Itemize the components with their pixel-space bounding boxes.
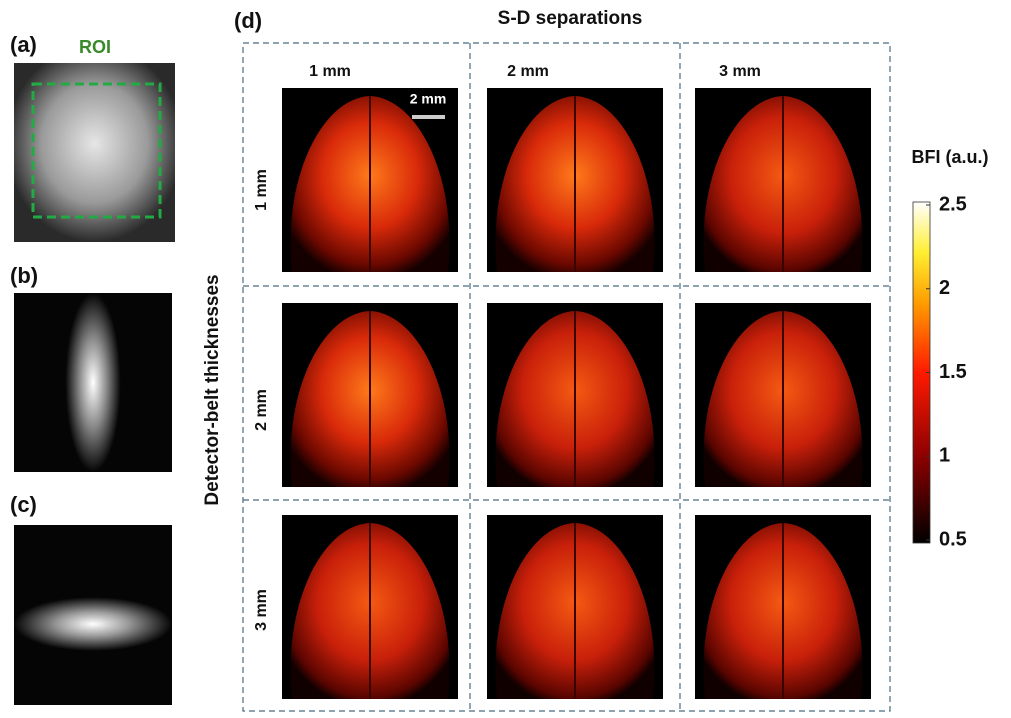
roi-label: ROI	[79, 37, 111, 57]
panel-label: (a)	[10, 32, 37, 57]
colorbar-tick-label: 2.5	[939, 193, 967, 215]
colorbar-tick-label: 0.5	[939, 528, 967, 550]
row-axis-title: Detector-belt thicknesses	[202, 274, 223, 505]
photo-c	[14, 525, 172, 705]
grid-title: S-D separations	[498, 8, 643, 29]
row-label: 2 mm	[253, 389, 270, 431]
column-label: 2 mm	[507, 63, 549, 80]
figure: (a) ROI (b) (c) (d) S-D separations Dete…	[0, 0, 1011, 713]
colorbar-tick-label: 1	[939, 445, 950, 467]
colorbar-tick-label: 2	[939, 277, 950, 299]
scale-bar-label: 2 mm	[410, 91, 447, 107]
column-label: 1 mm	[309, 63, 351, 80]
colorbar-title: BFI (a.u.)	[912, 147, 989, 167]
panel-label: (b)	[10, 263, 38, 288]
column-label: 3 mm	[719, 63, 761, 80]
row-label: 3 mm	[253, 589, 270, 631]
photo-b	[14, 293, 172, 472]
colorbar-tick-label: 1.5	[939, 361, 967, 383]
photo-a	[14, 63, 175, 242]
panel-label: (c)	[10, 492, 37, 517]
row-label: 1 mm	[253, 169, 270, 211]
panel-label: (d)	[234, 8, 262, 33]
